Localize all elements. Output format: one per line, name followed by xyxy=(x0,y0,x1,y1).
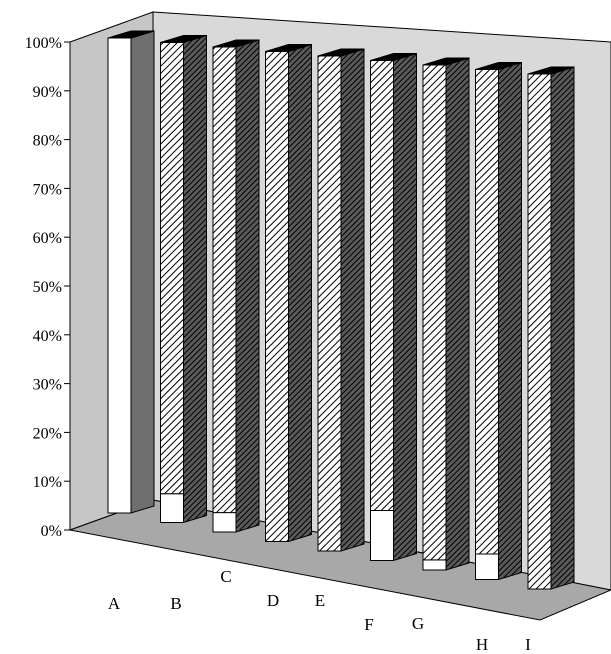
bar-segment-plain xyxy=(212,512,237,533)
category-label: A xyxy=(108,594,121,613)
bar-segment-hatched xyxy=(317,55,342,552)
bar-side-face xyxy=(393,52,417,562)
y-tick-label: 0% xyxy=(41,523,62,540)
bar-segment-plain xyxy=(160,493,184,524)
bar-D xyxy=(265,43,312,543)
bar-side-face xyxy=(288,43,312,543)
bar-side-face xyxy=(130,30,155,514)
bar-G xyxy=(422,57,470,571)
y-tick-label: 70% xyxy=(33,181,62,198)
bars xyxy=(107,30,575,590)
bar-H xyxy=(475,61,522,581)
bar-segment-plain xyxy=(370,510,394,561)
category-label: D xyxy=(267,591,279,610)
x-axis: A B C D E F G H I xyxy=(108,567,531,654)
category-label: H xyxy=(476,635,488,654)
bar-B xyxy=(160,34,207,524)
y-tick-label: 50% xyxy=(33,279,62,296)
y-tick-label: 60% xyxy=(33,230,62,247)
bar-segment-hatched xyxy=(527,73,552,590)
y-tick-label: 10% xyxy=(33,474,62,491)
bar-segment-hatched xyxy=(475,69,499,555)
y-axis: 0% 10% 20% 30% 40% 50% 60% 70% 80% 90% 100% xyxy=(25,35,70,540)
bar-segment-hatched xyxy=(265,51,289,542)
y-tick-label: 30% xyxy=(33,377,62,394)
bar-segment-hatched xyxy=(160,42,184,495)
y-tick-label: 90% xyxy=(33,84,62,101)
bar-segment-plain xyxy=(475,553,499,580)
bar-segment-hatched xyxy=(370,60,394,511)
bar-side-face xyxy=(550,66,575,590)
y-tick-label: 80% xyxy=(33,133,62,150)
bar-E xyxy=(317,48,365,552)
bar-side-face xyxy=(445,57,470,571)
category-label: I xyxy=(525,635,531,654)
bar-C xyxy=(212,39,260,533)
category-label: C xyxy=(220,567,231,586)
y-tick-label: 100% xyxy=(25,35,62,52)
bar-I xyxy=(527,66,575,590)
bar-side-face xyxy=(183,34,207,524)
bar-side-face xyxy=(498,61,522,581)
y-tick-label: 20% xyxy=(33,425,62,442)
bar-A xyxy=(107,30,155,514)
bar-segment-hatched xyxy=(422,64,447,561)
category-label: B xyxy=(170,594,181,613)
bar-side-face xyxy=(235,39,260,533)
bar-segment-plain xyxy=(107,37,132,514)
category-label: E xyxy=(315,591,325,610)
bar-F xyxy=(370,52,417,562)
category-label: G xyxy=(412,614,424,633)
bar-segment-plain xyxy=(422,559,447,571)
bar-segment-hatched xyxy=(212,46,237,514)
bar-side-face xyxy=(340,48,365,552)
category-label: F xyxy=(364,615,373,634)
y-tick-label: 40% xyxy=(33,328,62,345)
